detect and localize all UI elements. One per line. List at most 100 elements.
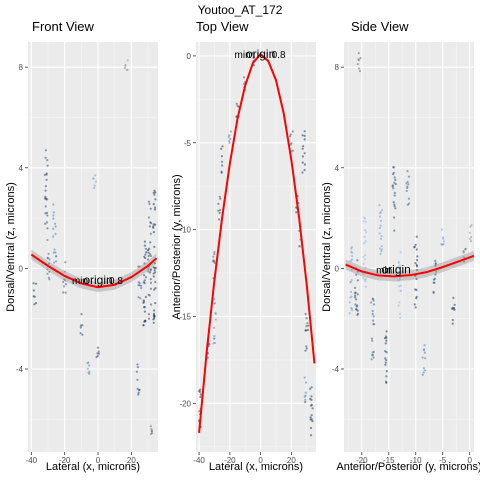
x-tick-label: 20: [287, 456, 296, 465]
data-point: [372, 299, 375, 302]
data-point: [142, 324, 145, 327]
panel-background: [196, 42, 316, 452]
data-point: [385, 375, 388, 378]
data-point: [144, 295, 147, 299]
data-point: [468, 237, 471, 240]
data-point: [46, 268, 49, 271]
data-point: [379, 219, 382, 222]
data-point: [359, 57, 362, 60]
data-point: [125, 68, 128, 71]
fit-curve: [198, 52, 316, 433]
x-tick-label: -20: [59, 456, 71, 465]
data-point: [349, 259, 352, 263]
panel-background: [344, 42, 474, 452]
data-point: [153, 189, 156, 192]
data-point: [355, 273, 358, 276]
data-point: [140, 284, 143, 287]
data-point: [350, 279, 353, 282]
data-point: [355, 298, 358, 301]
data-point: [44, 222, 47, 225]
data-point: [309, 416, 312, 419]
data-point: [433, 277, 436, 280]
data-point: [149, 287, 152, 290]
data-point: [354, 294, 357, 297]
data-point: [423, 348, 426, 351]
y-axis-label: Anterior/Posterior (y, microns): [171, 174, 183, 319]
x-tick-label: -10: [410, 456, 422, 465]
data-point: [213, 335, 216, 338]
data-point: [393, 203, 396, 206]
data-point: [64, 279, 67, 282]
data-point: [350, 258, 354, 261]
fit-confidence-band: [345, 250, 474, 282]
data-point: [391, 184, 394, 187]
data-point: [46, 159, 49, 162]
data-point: [385, 330, 388, 333]
data-point: [96, 346, 100, 349]
data-point: [301, 147, 304, 150]
data-point: [305, 325, 308, 328]
data-point: [144, 276, 148, 279]
data-point: [123, 66, 126, 70]
data-point: [214, 318, 217, 321]
data-point: [441, 243, 444, 246]
annotation-0-8: 0.8: [272, 50, 286, 61]
figure-title: Youtoo_AT_172: [198, 3, 283, 17]
data-point: [304, 312, 307, 316]
data-point: [392, 166, 395, 169]
annotation-min: min: [235, 50, 251, 61]
data-point: [138, 282, 141, 285]
data-point: [362, 262, 365, 265]
data-point: [309, 426, 313, 430]
data-point: [126, 59, 129, 62]
data-point: [44, 197, 48, 200]
data-point: [306, 322, 309, 325]
data-point: [309, 387, 312, 390]
data-point: [384, 357, 387, 360]
data-point: [358, 70, 362, 73]
data-point: [62, 280, 65, 284]
y-tick-label: 4: [335, 164, 340, 173]
data-point: [52, 217, 55, 220]
data-point: [416, 255, 419, 258]
data-point: [52, 235, 55, 238]
data-point: [154, 266, 157, 270]
data-point: [364, 285, 367, 288]
data-point: [462, 251, 465, 254]
data-point: [357, 59, 361, 62]
data-point: [370, 337, 374, 340]
data-point: [303, 134, 306, 137]
data-point: [405, 182, 408, 185]
data-point: [415, 288, 418, 292]
data-point: [149, 432, 153, 436]
data-point: [148, 252, 152, 255]
data-point: [356, 259, 359, 262]
data-point: [150, 428, 153, 431]
data-point: [149, 278, 152, 281]
data-point: [384, 342, 387, 345]
data-point: [136, 366, 139, 369]
data-point: [149, 221, 152, 224]
data-point: [415, 277, 418, 281]
data-point: [373, 303, 376, 306]
data-point: [393, 191, 396, 194]
data-point: [354, 291, 357, 295]
data-point: [148, 294, 151, 297]
data-point: [54, 251, 57, 254]
data-point: [149, 207, 152, 210]
data-point: [415, 235, 418, 238]
data-point: [350, 268, 353, 271]
data-point: [228, 134, 231, 137]
data-point: [349, 296, 352, 299]
data-point: [143, 282, 146, 285]
data-point: [464, 247, 467, 251]
data-point: [152, 191, 155, 194]
data-point: [373, 323, 376, 326]
data-point: [88, 370, 91, 373]
y-tick-label: -5: [184, 139, 192, 148]
data-point: [229, 130, 232, 133]
data-point: [153, 315, 156, 318]
data-point: [147, 270, 150, 273]
data-point: [213, 250, 216, 253]
